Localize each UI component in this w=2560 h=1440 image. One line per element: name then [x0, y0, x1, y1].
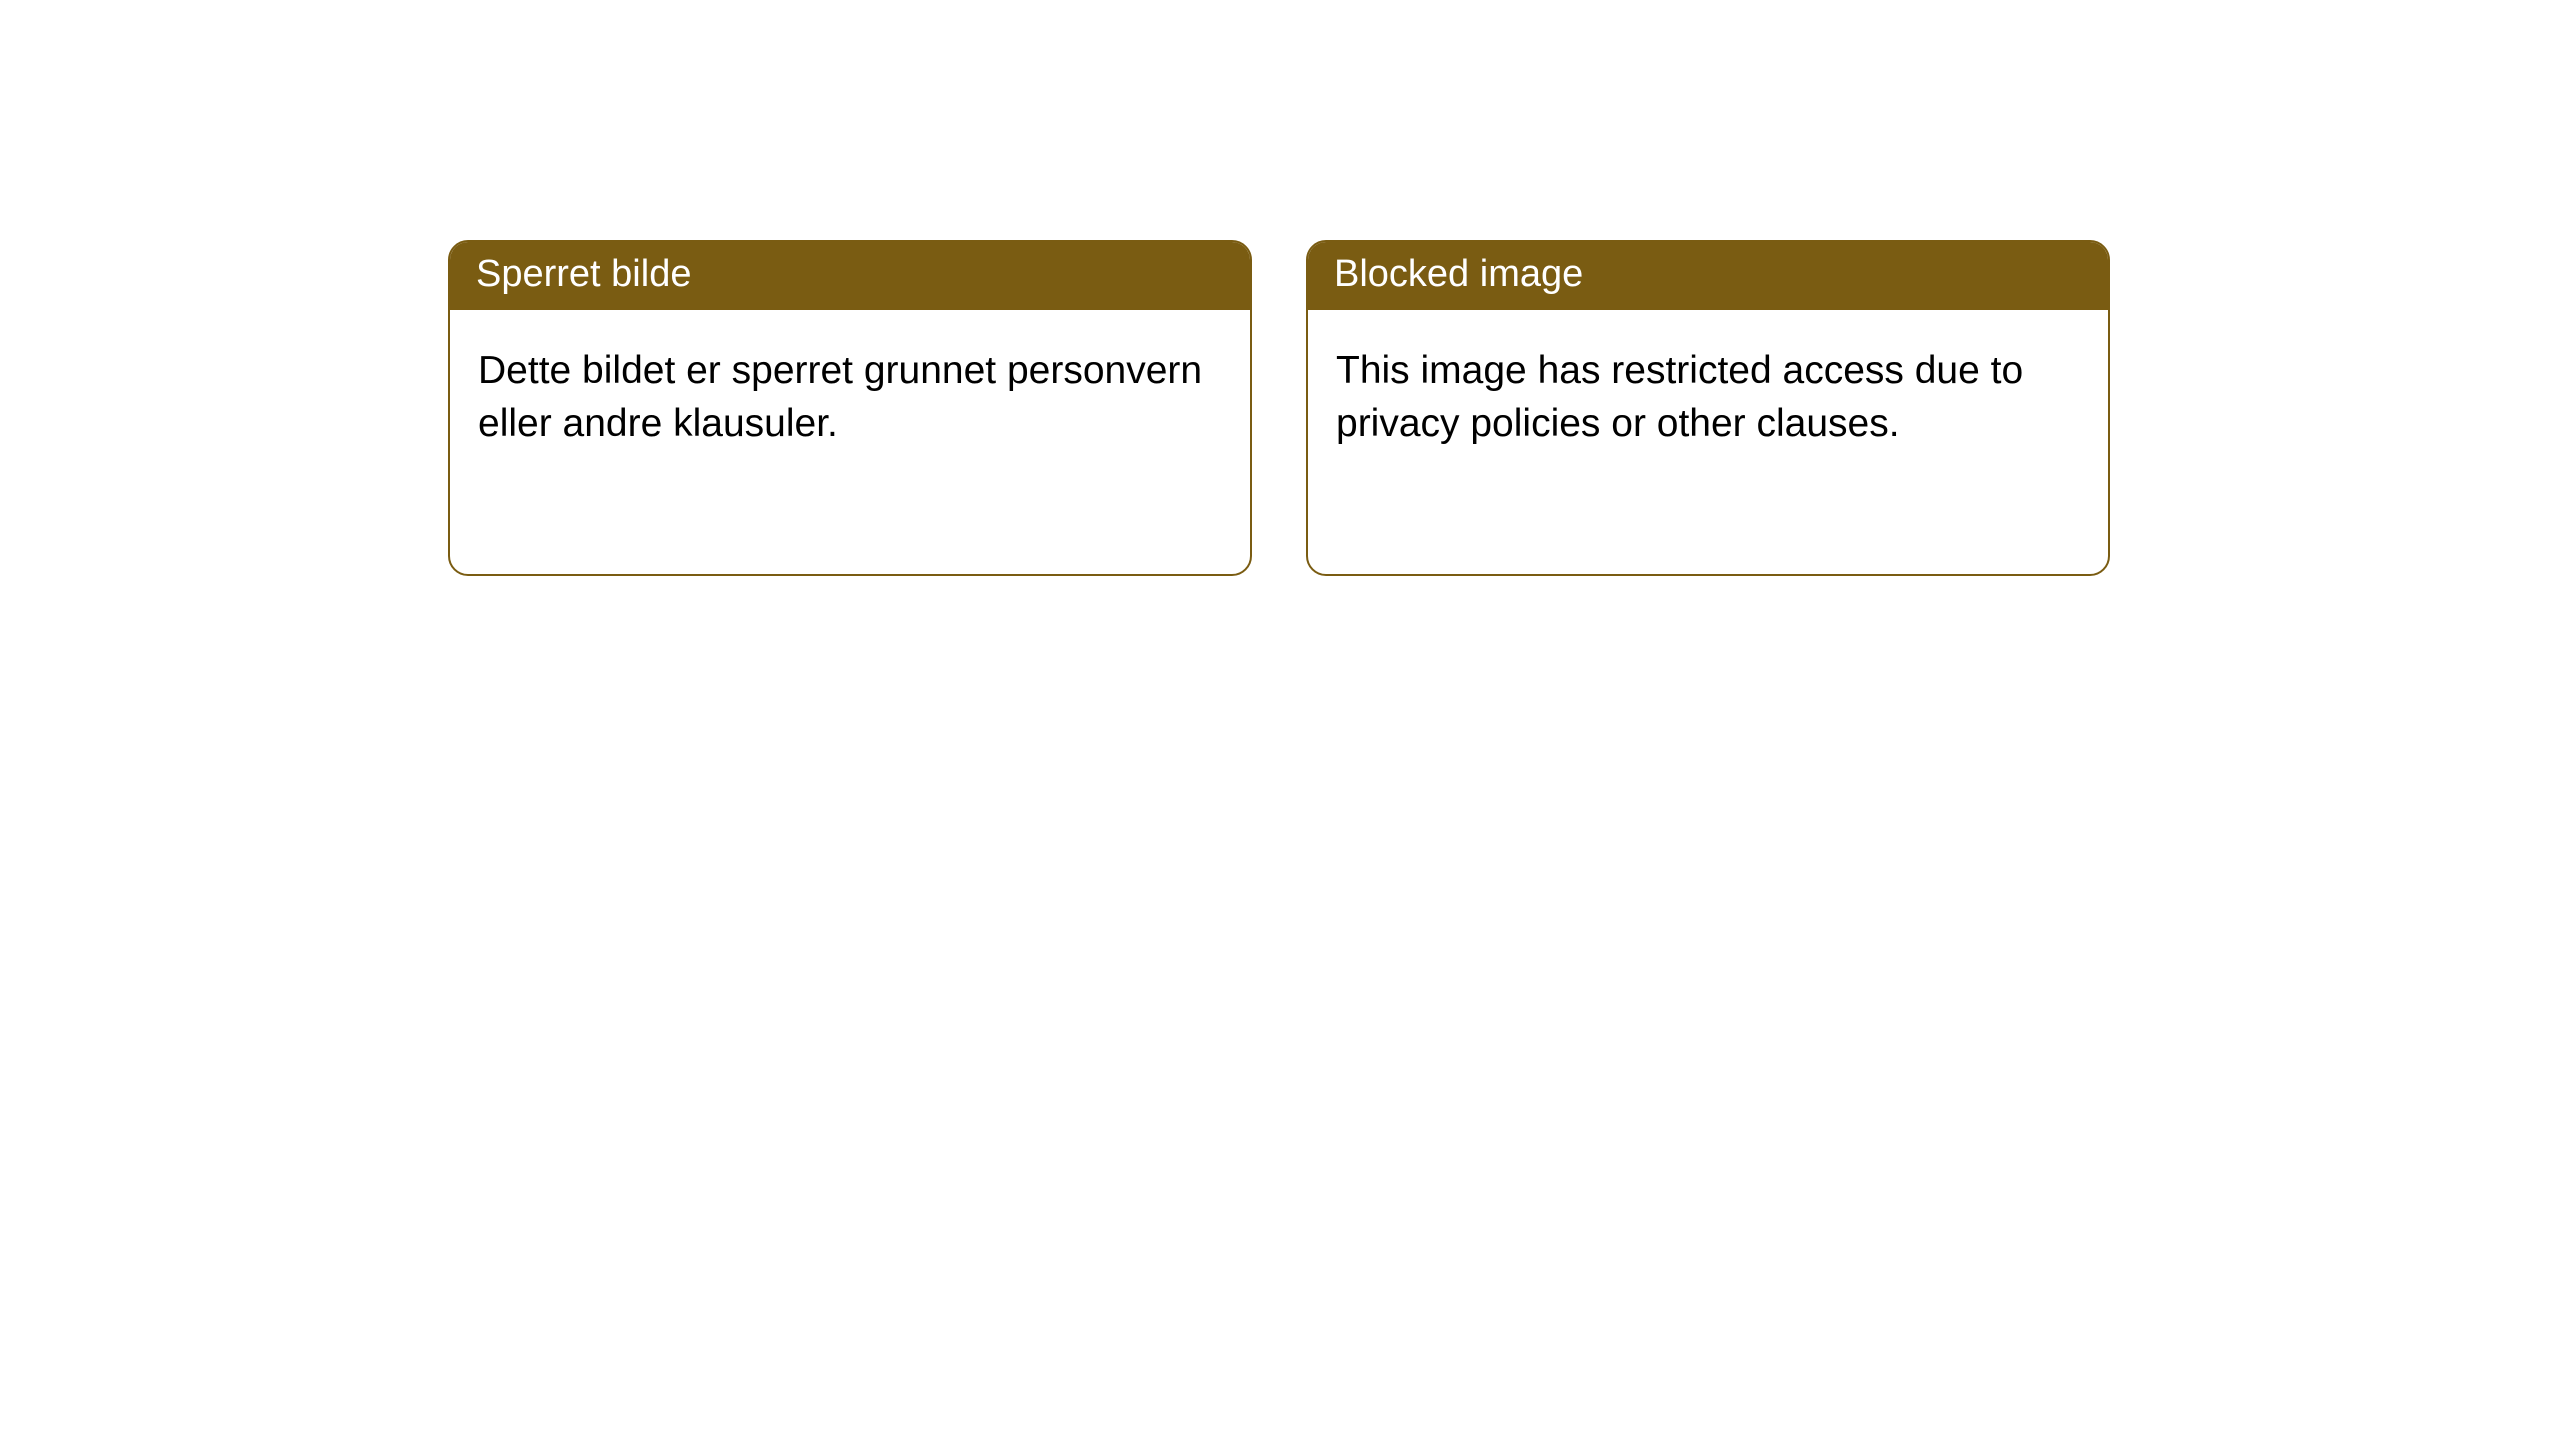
notice-title: Sperret bilde	[450, 242, 1250, 310]
notice-title: Blocked image	[1308, 242, 2108, 310]
notice-card-norwegian: Sperret bilde Dette bildet er sperret gr…	[448, 240, 1252, 576]
notice-container: Sperret bilde Dette bildet er sperret gr…	[0, 0, 2560, 576]
notice-body: Dette bildet er sperret grunnet personve…	[450, 310, 1250, 484]
notice-card-english: Blocked image This image has restricted …	[1306, 240, 2110, 576]
notice-body: This image has restricted access due to …	[1308, 310, 2108, 484]
